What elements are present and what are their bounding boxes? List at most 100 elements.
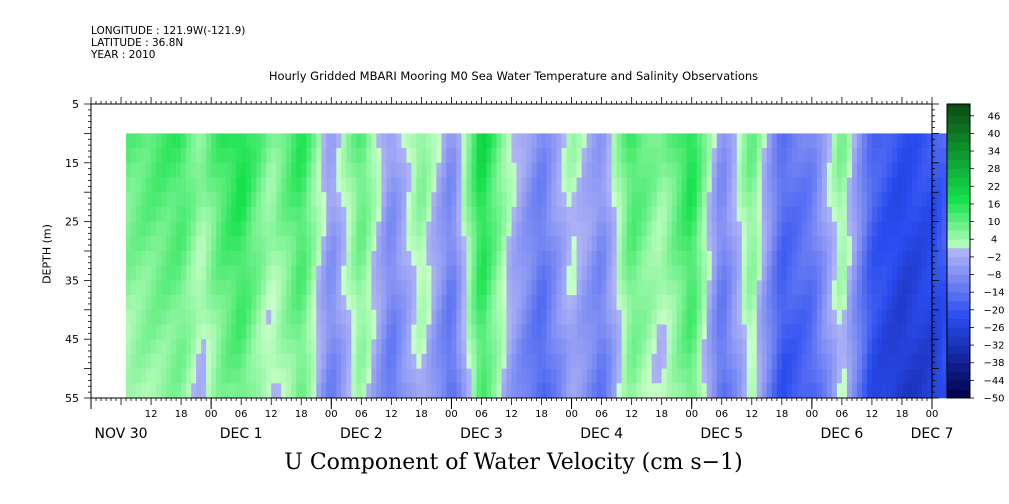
heatmap-cell xyxy=(476,162,482,178)
heatmap-cell xyxy=(551,177,557,193)
heatmap-cell xyxy=(491,177,497,193)
heatmap-cell xyxy=(381,236,387,252)
heatmap-cell xyxy=(616,177,622,193)
heatmap-cell xyxy=(456,177,462,193)
heatmap-cell xyxy=(211,368,217,384)
heatmap-cell xyxy=(506,177,512,193)
heatmap-cell xyxy=(937,177,943,193)
heatmap-cell xyxy=(391,148,397,164)
heatmap-cell xyxy=(241,192,247,208)
heatmap-cell xyxy=(321,339,327,355)
heatmap-cell xyxy=(776,309,783,325)
colorbar-swatch xyxy=(947,159,970,169)
heatmap-cell xyxy=(516,309,522,325)
heatmap-cell xyxy=(506,206,512,222)
heatmap-cell xyxy=(551,133,557,149)
heatmap-cell xyxy=(546,383,552,399)
heatmap-cell xyxy=(326,236,332,252)
heatmap-cell xyxy=(896,192,903,208)
heatmap-cell xyxy=(601,339,607,355)
heatmap-cell xyxy=(616,221,622,237)
heatmap-cell xyxy=(581,221,587,237)
heatmap-cell xyxy=(351,236,357,252)
heatmap-cell xyxy=(511,251,517,266)
heatmap-cell xyxy=(441,251,447,266)
heatmap-cell xyxy=(481,368,487,384)
heatmap-cell xyxy=(476,295,482,311)
heatmap-cell xyxy=(661,295,667,311)
heatmap-cell xyxy=(671,383,677,399)
heatmap-cell xyxy=(676,324,683,340)
heatmap-cell xyxy=(131,383,137,399)
heatmap-cell xyxy=(336,280,342,296)
heatmap-cell xyxy=(326,265,332,281)
heatmap-cell xyxy=(431,236,437,252)
heatmap-cell xyxy=(471,177,477,193)
heatmap-cell xyxy=(346,162,352,178)
heatmap-cell xyxy=(451,251,457,266)
heatmap-cell xyxy=(611,295,617,311)
heatmap-cell xyxy=(416,221,422,237)
heatmap-cell xyxy=(676,221,683,237)
heatmap-cell xyxy=(126,192,132,208)
heatmap-cell xyxy=(376,251,382,266)
heatmap-cell xyxy=(876,177,883,193)
heatmap-cell xyxy=(286,295,292,311)
heatmap-cell xyxy=(376,295,382,311)
heatmap-cell xyxy=(591,295,597,311)
heatmap-cell xyxy=(166,280,172,296)
heatmap-cell xyxy=(866,280,873,296)
heatmap-cell xyxy=(766,309,773,325)
x-hour-tick-label: 12 xyxy=(145,409,158,420)
heatmap-cell xyxy=(871,309,878,325)
heatmap-cell xyxy=(586,192,592,208)
heatmap-cell xyxy=(811,177,818,193)
colorbar-swatch xyxy=(947,248,970,258)
heatmap-cell xyxy=(726,339,733,355)
heatmap-cell xyxy=(296,206,302,222)
heatmap-cell xyxy=(391,192,397,208)
heatmap-cell xyxy=(791,236,798,252)
heatmap-cell xyxy=(326,206,332,222)
heatmap-cell xyxy=(901,280,908,296)
heatmap-cell xyxy=(711,309,718,325)
x-hour-tick-label: 18 xyxy=(535,409,548,420)
heatmap-cell xyxy=(446,324,452,340)
heatmap-cell xyxy=(611,309,617,325)
heatmap-cell xyxy=(476,265,482,281)
heatmap-cell xyxy=(836,383,843,399)
heatmap-cell xyxy=(296,251,302,266)
heatmap-cell xyxy=(921,295,928,311)
heatmap-cell xyxy=(516,148,522,164)
heatmap-cell xyxy=(761,324,768,340)
heatmap-cell xyxy=(471,280,477,296)
heatmap-cell xyxy=(441,162,447,178)
heatmap-cell xyxy=(466,177,472,193)
heatmap-cell xyxy=(326,309,332,325)
heatmap-cell xyxy=(261,221,267,237)
heatmap-cell xyxy=(386,221,392,237)
heatmap-cell xyxy=(461,251,467,266)
heatmap-cell xyxy=(256,353,262,369)
heatmap-cell xyxy=(511,206,517,222)
heatmap-cell xyxy=(251,324,257,340)
heatmap-cell xyxy=(201,383,207,399)
heatmap-cell xyxy=(196,295,202,311)
heatmap-cell xyxy=(566,236,572,252)
heatmap-cell xyxy=(676,133,683,149)
heatmap-cell xyxy=(726,162,733,178)
heatmap-cell xyxy=(186,221,192,237)
heatmap-cell xyxy=(571,133,577,149)
heatmap-cell xyxy=(806,280,813,296)
heatmap-cell xyxy=(646,280,652,296)
heatmap-cell xyxy=(126,368,132,384)
heatmap-cell xyxy=(411,309,417,325)
heatmap-cell xyxy=(546,133,552,149)
heatmap-cell xyxy=(346,265,352,281)
heatmap-cell xyxy=(701,236,708,252)
heatmap-cell xyxy=(456,162,462,178)
heatmap-cell xyxy=(341,133,347,149)
heatmap-cell xyxy=(686,177,693,193)
heatmap-cell xyxy=(896,251,903,266)
heatmap-cell xyxy=(861,177,868,193)
